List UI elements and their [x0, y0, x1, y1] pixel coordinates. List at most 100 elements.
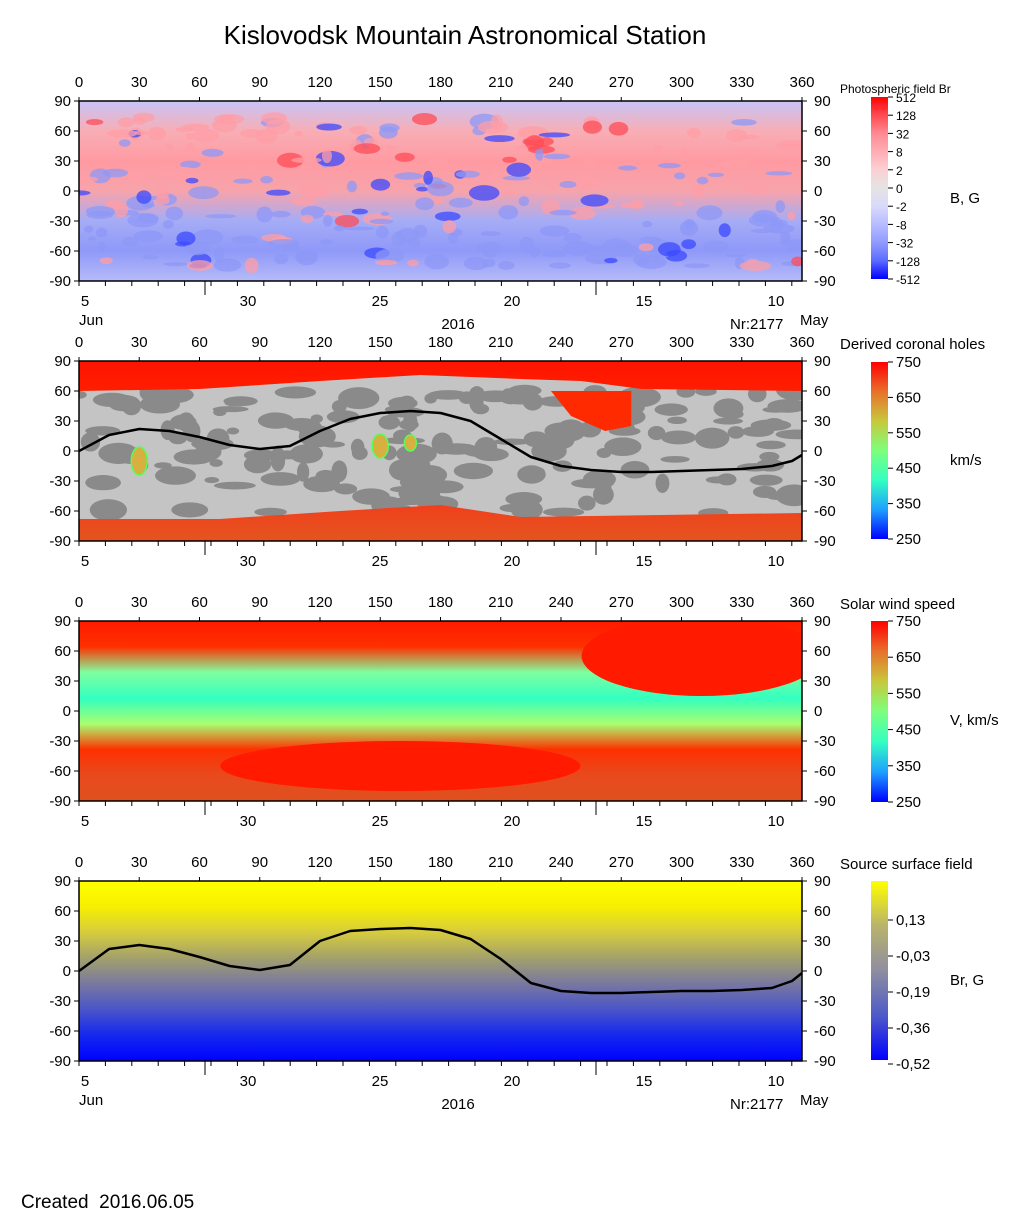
longitude-tick-label: 0 — [75, 594, 83, 611]
coronal-dark-patch — [271, 445, 285, 466]
magnetic-patch — [424, 253, 450, 270]
magnetic-patch — [411, 113, 438, 126]
magnetic-patch — [502, 175, 531, 181]
magnetic-patch — [568, 207, 596, 220]
magnetic-patch — [344, 226, 376, 231]
longitude-tick-label: 90 — [251, 334, 268, 351]
magnetic-patch — [185, 133, 194, 140]
coronal-dark-patch — [150, 386, 194, 404]
date-tick-label: 10 — [768, 1073, 785, 1090]
coronal-dark-patch — [334, 483, 358, 495]
magnetic-patch — [349, 125, 368, 135]
magnetic-patch — [122, 236, 138, 247]
longitude-tick-label: 30 — [131, 854, 148, 871]
magnetic-patch — [333, 225, 346, 232]
coronal-dark-patch — [431, 432, 453, 455]
latitude-tick-label-right: 0 — [814, 443, 822, 460]
colorbar-title: Derived coronal holes — [840, 336, 985, 353]
source-surface-background — [79, 881, 802, 1061]
coronal-dark-patch — [213, 481, 256, 490]
coronal-holes-map — [79, 361, 802, 541]
magnetic-patch — [369, 218, 394, 225]
colorbar-tick-label: 32 — [896, 127, 910, 141]
magnetic-patch — [87, 236, 97, 241]
coronal-dark-patch — [310, 414, 323, 424]
colorbar-tick-label: 650 — [896, 389, 921, 406]
magnetic-patch — [741, 156, 751, 163]
magnetic-patch — [731, 148, 761, 158]
colorbar-unit: km/s — [950, 452, 982, 469]
magnetic-patch — [155, 164, 183, 177]
magnetic-patch — [173, 166, 194, 175]
magnetic-patch — [163, 262, 188, 267]
magnetic-patch — [415, 197, 435, 211]
latitude-tick-label-left: 30 — [54, 673, 71, 690]
magnetic-patch — [678, 147, 688, 161]
longitude-tick-label: 300 — [669, 854, 694, 871]
latitude-tick-label-right: -90 — [814, 273, 836, 290]
magnetic-patch — [351, 208, 368, 215]
longitude-tick-label: 60 — [191, 334, 208, 351]
latitude-tick-label-left: 30 — [54, 413, 71, 430]
magnetic-patch — [141, 168, 156, 173]
magnetic-patch — [291, 157, 322, 164]
coronal-dark-patch — [213, 408, 227, 417]
magnetic-patch — [482, 258, 496, 268]
coronal-dark-patch — [257, 412, 294, 429]
longitude-tick-label: 30 — [131, 74, 148, 91]
date-tick-label: 5 — [81, 553, 89, 570]
coronal-dark-patch — [274, 386, 317, 399]
magnetic-patch — [385, 145, 396, 150]
colorbar-title: Photospheric field Br — [840, 82, 951, 96]
rotation-number: Nr:2177 — [730, 316, 783, 333]
latitude-tick-label-left: 30 — [54, 933, 71, 950]
longitude-tick-label: 330 — [729, 74, 754, 91]
magnetic-patch — [681, 239, 697, 250]
longitude-tick-label: 270 — [609, 334, 634, 351]
magnetic-patch — [201, 148, 224, 157]
latitude-tick-label-left: 30 — [54, 153, 71, 170]
coronal-dark-patch — [331, 460, 348, 483]
magnetic-patch — [582, 120, 603, 134]
magnetic-patch — [525, 135, 545, 151]
coronal-dark-patch — [741, 426, 775, 437]
low-latitude-coronal-hole — [371, 433, 389, 459]
magnetic-patch — [744, 184, 767, 195]
latitude-tick-label-left: 90 — [54, 353, 71, 370]
longitude-tick-label: 360 — [789, 74, 814, 91]
date-tick-label: 20 — [504, 1073, 521, 1090]
coronal-dark-patch — [79, 391, 87, 399]
magnetic-patch — [137, 213, 159, 224]
colorbar-tick-label: 2 — [896, 164, 903, 178]
colorbar-tick-label: 450 — [896, 722, 921, 739]
magnetic-patch — [535, 147, 544, 162]
magnetic-patch — [674, 172, 686, 180]
longitude-tick-label: 120 — [307, 594, 332, 611]
magnetic-patch — [186, 260, 213, 271]
magnetic-patch — [506, 162, 532, 177]
longitude-tick-label: 30 — [131, 334, 148, 351]
coronal-dark-patch — [389, 485, 434, 493]
magnetic-patch — [374, 259, 398, 266]
magnetic-patch — [113, 202, 129, 218]
longitude-tick-label: 210 — [488, 334, 513, 351]
magnetic-patch — [696, 205, 723, 221]
magnetic-patch — [653, 145, 664, 158]
longitude-tick-label: 180 — [428, 594, 453, 611]
coronal-dark-patch — [727, 426, 745, 439]
latitude-tick-label-left: -30 — [49, 473, 71, 490]
colorbar-tick-label: 650 — [896, 649, 921, 666]
longitude-tick-label: 360 — [789, 594, 814, 611]
date-tick-label: 30 — [240, 293, 257, 310]
date-tick-label: 15 — [636, 293, 653, 310]
magnetic-patch — [725, 253, 746, 258]
latitude-tick-label-left: -90 — [49, 533, 71, 550]
coronal-dark-patch — [765, 491, 793, 501]
longitude-tick-label: 210 — [488, 74, 513, 91]
magnetic-patch — [776, 140, 802, 151]
latitude-tick-label-right: -30 — [814, 473, 836, 490]
latitude-tick-label-left: -60 — [49, 763, 71, 780]
magnetic-patch — [141, 202, 155, 208]
magnetic-patch — [276, 152, 304, 168]
coronal-dark-patch — [303, 475, 341, 493]
